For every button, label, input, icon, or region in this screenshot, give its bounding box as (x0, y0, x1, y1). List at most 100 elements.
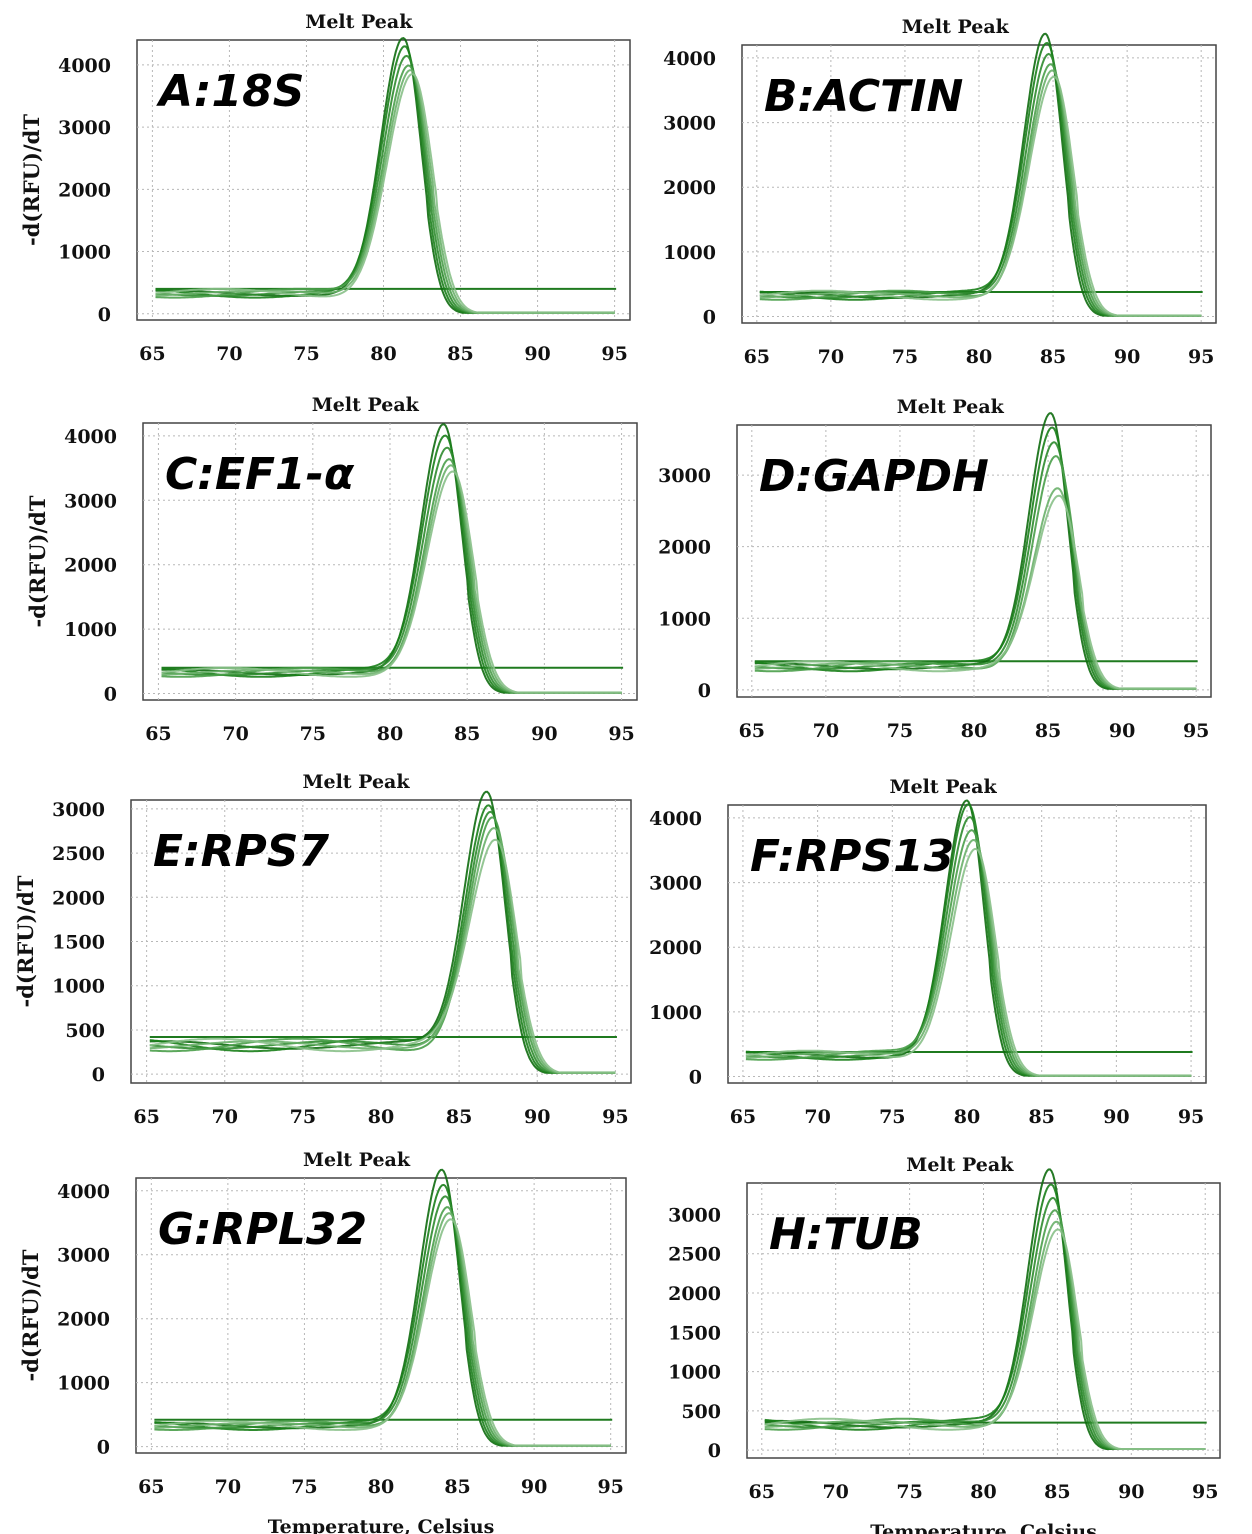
panel-label: B:ACTIN (764, 71, 963, 122)
x-tick-label: 70 (212, 1106, 238, 1128)
panel-label: D:GAPDH (759, 451, 989, 502)
x-tick-label: 70 (818, 346, 844, 368)
x-tick-label: 65 (730, 1106, 756, 1128)
melt-curve (149, 838, 616, 1074)
panel-label: C:EF1-α (165, 449, 355, 500)
x-tick-label: 75 (892, 346, 918, 368)
y-tick-label: 0 (92, 1064, 105, 1086)
melt-curve (745, 847, 1192, 1077)
x-tick-label: 90 (1109, 720, 1135, 742)
y-tick-label: 4000 (57, 1181, 110, 1203)
x-tick-label: 75 (291, 1476, 317, 1498)
panel-title: Melt Peak (305, 11, 413, 33)
x-tick-label: 90 (531, 723, 557, 745)
y-tick-label: 0 (98, 304, 111, 326)
melt-curve (149, 810, 616, 1074)
x-tick-label: 70 (215, 1476, 241, 1498)
melt-curve (754, 494, 1197, 690)
y-tick-label: 0 (698, 680, 711, 702)
x-tick-label: 85 (1028, 1106, 1054, 1128)
x-tick-label: 80 (970, 1481, 996, 1503)
y-tick-label: 3000 (649, 873, 702, 895)
x-tick-label: 75 (879, 1106, 905, 1128)
x-tick-label: 65 (744, 346, 770, 368)
y-tick-label: 500 (65, 1020, 105, 1042)
panel-5: 65 70 75 80 85 90 95 0 500 1000 1500 2000 2500 3000 Me… (13, 771, 632, 1128)
y-tick-label: 3000 (663, 113, 716, 135)
panel-label: A:18S (156, 66, 304, 117)
x-tick-label: 75 (887, 720, 913, 742)
y-tick-label: 1000 (649, 1002, 702, 1024)
melt-curve (759, 75, 1202, 317)
x-tick-label: 95 (602, 1106, 628, 1128)
panel-title: Melt Peak (902, 16, 1010, 38)
y-tick-label: 1000 (663, 242, 716, 264)
panel-8: 65 70 75 80 85 90 95 0 500 1000 1500 2000 2500 3000 Me… (668, 1154, 1221, 1534)
panel-label: E:RPS7 (153, 826, 329, 877)
panel-1: 65 70 75 80 85 90 95 0 1000 2000 3000 4000 Melt Peak… (19, 11, 631, 365)
y-axis-label: -d(RFU)/dT (19, 114, 44, 246)
y-tick-label: 2000 (668, 1283, 721, 1305)
x-tick-label: 90 (524, 1106, 550, 1128)
y-tick-label: 0 (97, 1437, 110, 1459)
x-tick-label: 80 (370, 343, 396, 365)
x-tick-label: 65 (133, 1106, 159, 1128)
x-axis-label: Temperature, Celsius (268, 1516, 495, 1534)
x-tick-label: 65 (139, 343, 165, 365)
y-tick-label: 500 (681, 1401, 721, 1423)
x-tick-label: 80 (961, 720, 987, 742)
y-tick-label: 1000 (64, 619, 117, 641)
y-tick-label: 2000 (64, 555, 117, 577)
y-tick-label: 2000 (58, 179, 111, 201)
x-tick-label: 90 (1118, 1481, 1144, 1503)
x-tick-label: 75 (896, 1481, 922, 1503)
y-tick-label: 4000 (649, 808, 702, 830)
y-tick-label: 1500 (52, 932, 105, 954)
y-tick-label: 0 (104, 684, 117, 706)
panel-6: 65 70 75 80 85 90 95 0 1000 2000 3000 4000 Melt Peak… (649, 776, 1207, 1128)
y-tick-label: 2000 (649, 937, 702, 959)
melt-curve (161, 470, 622, 694)
x-tick-label: 70 (216, 343, 242, 365)
panel-4: 65 70 75 80 85 90 95 0 1000 2000 3000 Melt Peak D:GA… (658, 396, 1212, 742)
x-tick-label: 65 (145, 723, 171, 745)
y-tick-label: 1000 (58, 242, 111, 264)
x-tick-label: 75 (293, 343, 319, 365)
y-axis-label: -d(RFU)/dT (18, 1249, 43, 1381)
x-tick-label: 85 (1035, 720, 1061, 742)
y-tick-label: 3000 (658, 465, 711, 487)
x-tick-label: 70 (822, 1481, 848, 1503)
y-tick-label: 3000 (64, 490, 117, 512)
melt-curve (764, 1228, 1206, 1450)
y-tick-label: 4000 (663, 48, 716, 70)
x-tick-label: 65 (138, 1476, 164, 1498)
y-axis-label: -d(RFU)/dT (13, 875, 38, 1007)
y-tick-label: 3000 (57, 1245, 110, 1267)
x-tick-label: 90 (1114, 346, 1140, 368)
melt-curve (154, 1218, 611, 1447)
panel-title: Melt Peak (906, 1154, 1014, 1176)
x-tick-label: 80 (966, 346, 992, 368)
x-tick-label: 80 (368, 1106, 394, 1128)
x-tick-label: 95 (601, 343, 627, 365)
x-tick-label: 65 (749, 1481, 775, 1503)
y-tick-label: 3000 (668, 1204, 721, 1226)
y-tick-label: 2000 (52, 887, 105, 909)
y-tick-label: 0 (689, 1067, 702, 1089)
panel-title: Melt Peak (303, 1149, 411, 1171)
x-tick-label: 90 (521, 1476, 547, 1498)
x-tick-label: 95 (597, 1476, 623, 1498)
melt-curve (149, 804, 616, 1074)
x-tick-label: 70 (804, 1106, 830, 1128)
y-tick-label: 2000 (57, 1309, 110, 1331)
x-tick-label: 95 (608, 723, 634, 745)
melt-curve (155, 73, 615, 314)
x-tick-label: 95 (1192, 1481, 1218, 1503)
panel-3: 65 70 75 80 85 90 95 0 1000 2000 3000 4000 Melt Peak… (25, 394, 638, 745)
y-axis-label: -d(RFU)/dT (25, 495, 50, 627)
x-tick-label: 85 (1044, 1481, 1070, 1503)
y-tick-label: 3000 (52, 799, 105, 821)
x-tick-label: 95 (1183, 720, 1209, 742)
x-tick-label: 95 (1188, 346, 1214, 368)
